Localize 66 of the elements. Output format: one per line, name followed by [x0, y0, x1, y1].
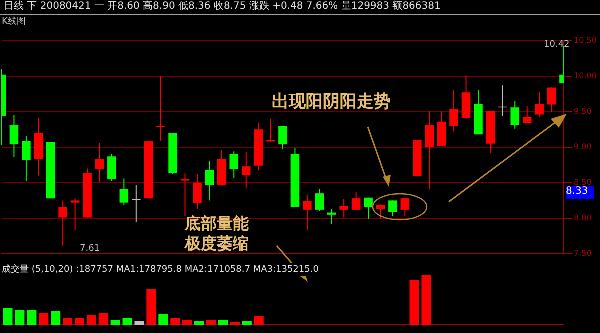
bar — [254, 316, 264, 325]
bar — [3, 308, 13, 325]
candlestick — [303, 194, 312, 232]
bar — [422, 275, 432, 325]
bar — [62, 318, 73, 325]
candlestick — [340, 198, 348, 218]
bar — [110, 320, 120, 325]
candlestick — [388, 200, 398, 217]
candlestick — [193, 174, 202, 210]
candlestick — [95, 142, 104, 183]
candlestick — [400, 198, 410, 217]
candlestick — [352, 192, 361, 210]
chart-title: 成交量 (5,10,20) :187757 MA1:178795.8 MA2:171058.7 MA3:135215.0 — [2, 263, 319, 276]
candlestick — [315, 188, 324, 212]
bar — [74, 318, 85, 325]
candlestick — [242, 152, 251, 190]
y-tick-label: 8.50 — [574, 178, 592, 188]
bar — [27, 310, 37, 325]
bar — [170, 318, 180, 325]
candlestick — [156, 76, 166, 142]
candlestick — [535, 91, 544, 118]
y-tick-label: 9.50 — [574, 106, 592, 116]
bar — [194, 321, 204, 325]
candlestick — [278, 126, 288, 150]
text: 8.33 — [566, 186, 594, 198]
y-tick-label: 8.00 — [574, 214, 592, 223]
y-tick-label: 10.00 — [574, 71, 597, 80]
candlestick — [364, 197, 373, 220]
bar — [242, 321, 252, 325]
y-tick-label: 7.50 — [574, 249, 592, 258]
bar — [98, 313, 108, 325]
candlestick — [230, 151, 239, 178]
bar — [182, 320, 192, 325]
candlestick — [70, 198, 80, 232]
candlestick — [58, 200, 68, 247]
candlestick — [510, 100, 520, 130]
candlestick — [10, 114, 19, 158]
bar — [51, 312, 61, 325]
bar — [146, 289, 156, 325]
bar — [15, 310, 25, 325]
bar — [218, 320, 228, 325]
candlestick — [450, 90, 458, 132]
bar — [134, 321, 144, 325]
bar — [158, 314, 168, 325]
candlestick — [327, 208, 336, 225]
annotation: 7.61 — [80, 244, 102, 256]
chart-title: K线图 — [1, 16, 27, 29]
candlestick — [22, 136, 31, 182]
bar — [122, 318, 132, 325]
bar — [39, 313, 49, 325]
candlestick — [180, 173, 190, 217]
candlestick — [120, 178, 129, 206]
candlestick — [108, 154, 116, 182]
candlestick — [425, 110, 434, 190]
bar — [206, 320, 216, 325]
y-tick-label: 10.50 — [574, 36, 597, 45]
y-tick-label: 9.00 — [574, 142, 592, 152]
annotation: 底部量能极度萎缩 — [185, 214, 250, 254]
annotation: 出现阳阴阳走势 — [272, 92, 392, 114]
candlestick — [205, 160, 214, 202]
bar — [410, 280, 420, 325]
bar — [86, 316, 96, 325]
chart-subtitle: 日线 下 20080421 一 开8.60 高8.90 低8.36 收8.75 涨跌 +0.48 7.66% 量129983 额866381 — [0, 0, 600, 15]
candlestick — [547, 87, 556, 114]
candlestick — [522, 106, 532, 124]
candlestick — [376, 204, 386, 220]
